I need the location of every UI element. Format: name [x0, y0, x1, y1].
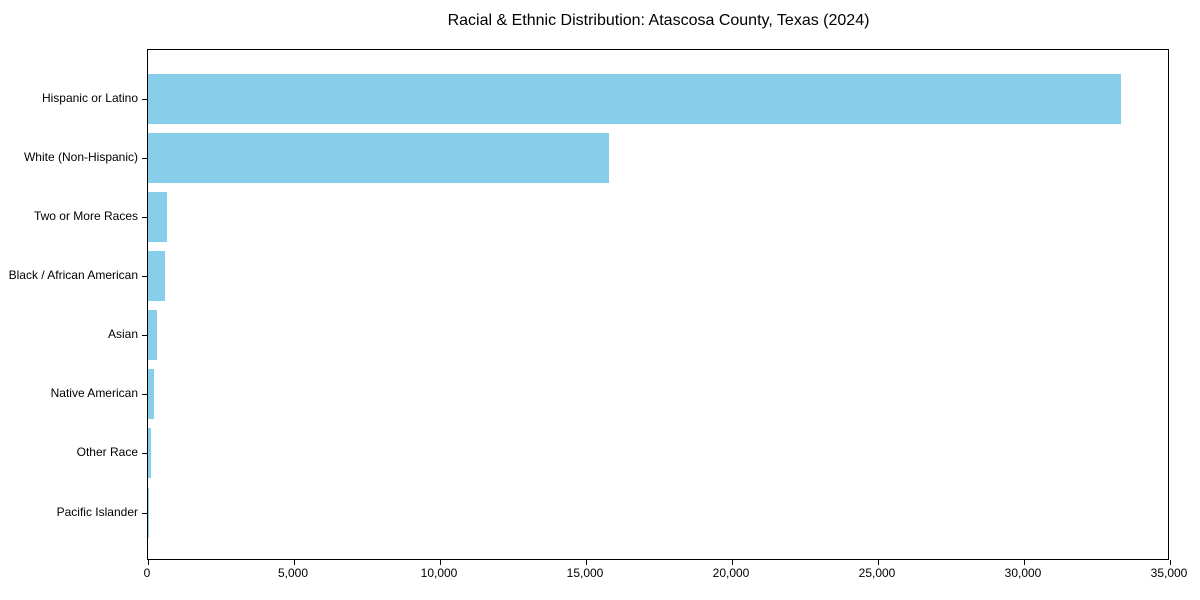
y-tick-label: Other Race [76, 445, 138, 460]
chart-title: Racial & Ethnic Distribution: Atascosa C… [447, 12, 870, 29]
y-tick-label: Pacific Islander [56, 504, 138, 519]
x-tick-mark [1170, 560, 1171, 565]
y-tick-mark [142, 157, 147, 159]
bar-white-non-hispanic [148, 132, 609, 183]
x-tick-mark [878, 560, 879, 565]
y-tick-mark [142, 216, 147, 218]
x-tick-label: 25,000 [858, 566, 896, 580]
bar-native-american [148, 369, 154, 420]
y-tick-mark [142, 98, 147, 100]
x-tick-mark [440, 560, 441, 565]
y-tick-label: Black / African American [8, 267, 138, 282]
plot-area [142, 49, 1171, 565]
y-tick-label: Asian [107, 327, 138, 342]
bar-pacific-islander [148, 487, 149, 538]
bar-black-african-american [148, 250, 165, 301]
y-tick-mark [142, 512, 147, 514]
y-tick-mark [142, 453, 147, 455]
y-tick-mark [142, 335, 147, 337]
x-tick-label: 10,000 [420, 566, 458, 580]
y-tick-label: Hispanic or Latino [41, 90, 138, 105]
x-tick-mark [148, 560, 149, 565]
bar-other-race [148, 428, 152, 479]
bar-hispanic-or-latino [148, 73, 1121, 124]
x-tick-label: 15,000 [566, 566, 604, 580]
x-tick-label: 0 [143, 566, 151, 580]
y-tick-label: Two or More Races [33, 208, 138, 223]
bar-two-or-more-races [148, 191, 167, 242]
x-tick-label: 35,000 [1150, 566, 1188, 580]
y-tick-label: Native American [50, 386, 138, 401]
x-tick-label: 30,000 [1004, 566, 1042, 580]
x-tick-mark [294, 560, 295, 565]
y-tick-mark [142, 394, 147, 396]
bar-asian [148, 310, 157, 361]
x-tick-label: 20,000 [712, 566, 750, 580]
x-tick-mark [586, 560, 587, 565]
x-tick-mark [732, 560, 733, 565]
y-tick-mark [142, 275, 147, 277]
x-tick-label: 5,000 [277, 566, 309, 580]
x-tick-mark [1024, 560, 1025, 565]
y-tick-label: White (Non-Hispanic) [23, 149, 138, 164]
